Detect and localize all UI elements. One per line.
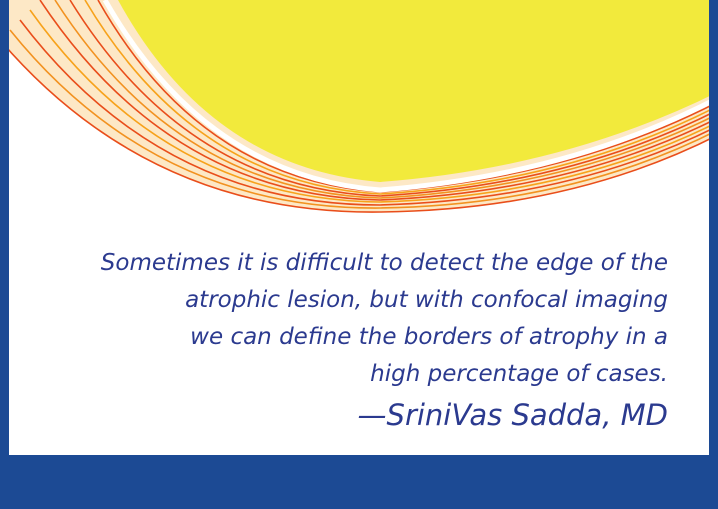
quote-line: we can define the borders of atrophy in … — [190, 324, 668, 350]
right-border — [709, 0, 718, 509]
quote-line: atrophic lesion, but with confocal imagi… — [185, 287, 668, 313]
bottom-band — [0, 455, 718, 509]
quote-line: Sometimes it is difficult to detect the … — [101, 250, 668, 276]
attribution: —SriniVas Sadda, MD — [358, 398, 668, 432]
left-border — [0, 0, 9, 509]
quote-line: high percentage of cases. — [370, 361, 668, 387]
pull-quote-card: Sometimes it is difficult to detect the … — [0, 0, 718, 509]
